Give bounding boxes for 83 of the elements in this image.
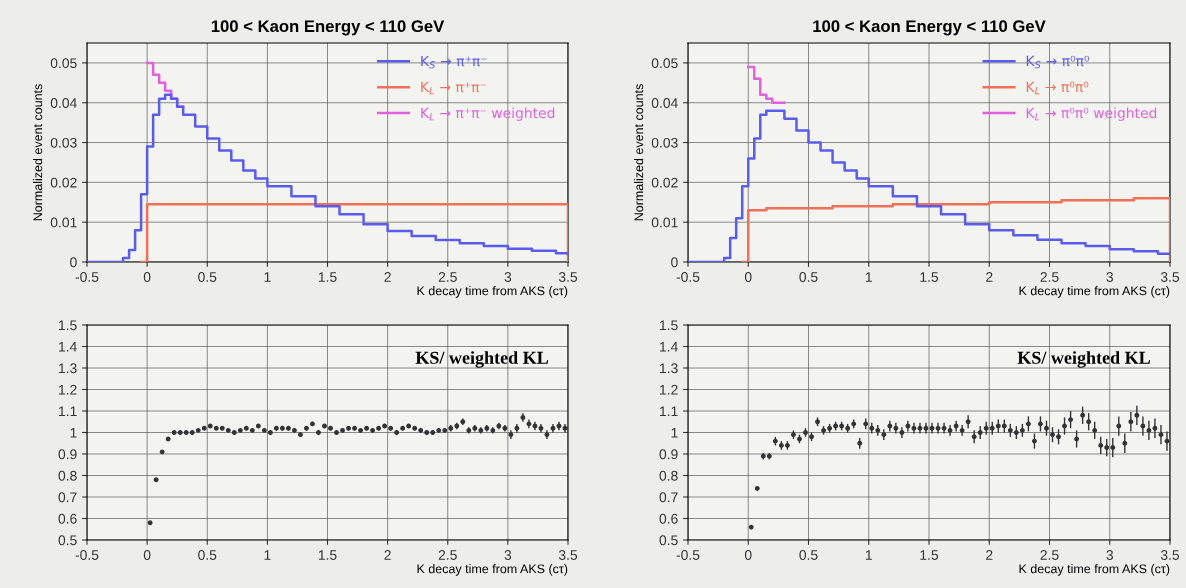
x-tick-label: 3.5: [1160, 550, 1180, 560]
y-tick-label: 0.04: [651, 98, 678, 108]
y-tick-label: 1.5: [660, 320, 678, 331]
x-tick-label: -0.5: [676, 550, 700, 560]
x-tick-label: 1.5: [920, 272, 939, 282]
x-tick-label: 1.5: [920, 550, 939, 560]
x-tick-label: 0.5: [799, 550, 818, 560]
legend-label: K$_{L}$ → π⁺π⁻: [421, 81, 486, 95]
x-tick-label: 3: [1106, 550, 1113, 560]
y-tick-label: 1.2: [59, 384, 77, 395]
x-tick-label: 0: [744, 272, 752, 282]
x-axis-title: K decay time from AKS (cτ): [417, 286, 568, 298]
y-tick-label: 0.7: [659, 492, 678, 503]
y-tick-label: 0.8: [659, 470, 678, 481]
x-tick-label: -0.5: [75, 550, 99, 560]
y-tick-label: 0.04: [50, 98, 77, 108]
x-tick-label: 0.5: [799, 272, 818, 282]
y-tick-label: 0.9: [659, 449, 678, 460]
x-tick-label: 1.5: [318, 550, 337, 560]
x-tick-label: 2.5: [438, 550, 457, 560]
y-tick-label: 0.5: [659, 535, 678, 546]
y-tick-label: 1.4: [660, 341, 678, 352]
y-tick-label: 0.02: [50, 177, 77, 188]
y-tick-label: 0.03: [50, 137, 77, 148]
y-tick-label: 0.01: [50, 217, 77, 228]
x-axis-title: K decay time from AKS (cτ): [417, 564, 568, 576]
y-tick-label: 0.05: [50, 58, 77, 69]
y-tick-label: 0.8: [58, 470, 77, 481]
x-tick-label: 1: [865, 550, 872, 560]
y-tick-label: 0.6: [659, 513, 678, 524]
y-tick-label: 0: [70, 257, 77, 268]
legend-label: K$_{S}$ → π⁺π⁻: [421, 55, 487, 69]
x-tick-label: 0.5: [198, 272, 217, 282]
y-tick-label: 0.9: [58, 449, 77, 460]
y-tick-label: 0.01: [651, 217, 678, 228]
chart-title: 100 < Kaon Energy < 110 GeV: [813, 20, 1046, 36]
legend-label: K$_{L}$ → π⁺π⁻ weighted: [421, 107, 555, 121]
x-axis-title: K decay time from AKS (cτ): [1019, 564, 1170, 576]
y-tick-label: 1: [70, 427, 77, 438]
y-tick-label: 0.7: [58, 492, 77, 503]
x-tick-label: 3: [504, 272, 512, 282]
x-tick-label: 1: [865, 272, 872, 282]
y-axis-title: Normalized event counts: [33, 84, 43, 221]
y-tick-label: 1.2: [660, 384, 678, 395]
y-tick-label: 0.05: [651, 58, 678, 69]
x-tick-label: 2: [384, 272, 391, 282]
y-tick-label: 1.4: [59, 341, 77, 352]
x-tick-label: 0: [744, 550, 752, 560]
y-tick-label: 1: [671, 427, 678, 438]
x-tick-label: 3.5: [558, 272, 578, 282]
annotation: KS/ weighted KL: [415, 351, 548, 368]
y-tick-label: 1.5: [59, 320, 77, 331]
y-tick-label: 0.6: [58, 513, 77, 524]
y-tick-label: 0.02: [651, 177, 678, 188]
x-tick-label: 3.5: [558, 550, 578, 560]
x-tick-label: 1.5: [318, 272, 337, 282]
x-axis-title: K decay time from AKS (cτ): [1019, 286, 1170, 298]
y-tick-label: 0: [671, 257, 678, 268]
x-tick-label: 2: [986, 272, 993, 282]
y-tick-label: 1.1: [660, 406, 678, 417]
x-tick-label: 3.5: [1160, 272, 1180, 282]
chart-title: 100 < Kaon Energy < 110 GeV: [211, 20, 445, 36]
x-tick-label: 2: [986, 550, 993, 560]
annotation: KS/ weighted KL: [1017, 351, 1150, 368]
x-tick-label: 2: [384, 550, 391, 560]
x-tick-label: 3: [504, 550, 512, 560]
y-tick-label: 1.3: [660, 363, 678, 374]
x-tick-label: 1: [264, 272, 271, 282]
x-tick-label: -0.5: [676, 272, 700, 282]
x-tick-label: 3: [1106, 272, 1113, 282]
x-tick-label: 0: [143, 272, 151, 282]
y-tick-label: 0.03: [651, 137, 678, 148]
y-tick-label: 1.1: [59, 406, 77, 417]
x-tick-label: 2.5: [1040, 272, 1059, 282]
x-tick-label: 2.5: [438, 272, 457, 282]
x-tick-label: -0.5: [75, 272, 99, 282]
y-tick-label: 1.3: [59, 363, 77, 374]
x-tick-label: 0: [143, 550, 151, 560]
y-axis-title: Normalized event counts: [634, 84, 644, 221]
y-tick-label: 0.5: [58, 535, 77, 546]
x-tick-label: 2.5: [1040, 550, 1059, 560]
x-tick-label: 0.5: [198, 550, 217, 560]
x-tick-label: 1: [264, 550, 271, 560]
